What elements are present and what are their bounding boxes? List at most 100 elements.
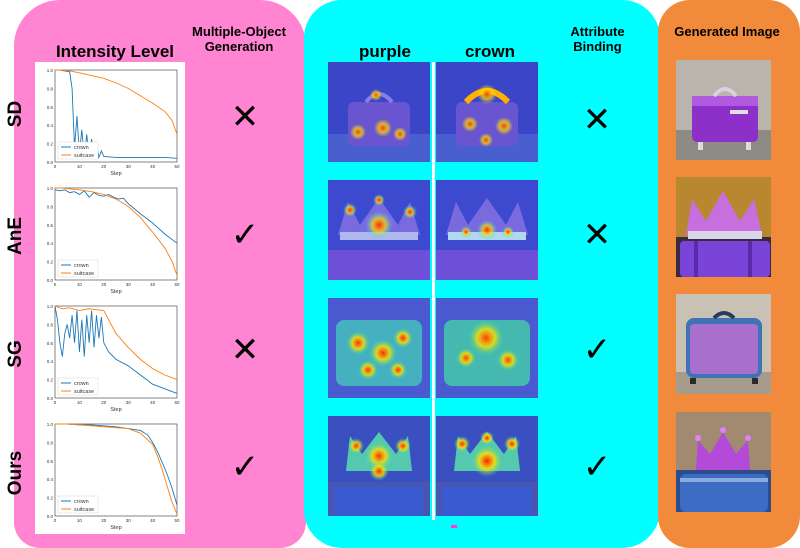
header-multiple-object-generation: Multiple-Object Generation [192,24,286,54]
intensity-plot-sg: 0.0 0.2 0.4 0.6 0.8 1.0 0 10 20 30 40 50 Step crown su… [35,298,185,416]
x-tick-label: 40 [150,400,156,405]
x-tick-label: 0 [54,400,57,405]
x-tick-label: 0 [54,282,57,287]
y-tick-label: 0.8 [47,440,54,445]
x-tick-label: 0 [54,164,57,169]
plot-frame [54,305,178,399]
x-tick-label: 40 [150,164,156,169]
row-label-sg: SG [5,340,26,368]
attention-map-crown-ours [436,416,538,516]
y-tick-label: 0.2 [47,496,54,501]
x-tick-label: 0 [54,518,57,523]
multi-object-mark-ours: ✓ [230,448,260,486]
y-tick-label: 0.6 [47,459,54,464]
series-line-suitcase [55,423,178,515]
series-line-crown [54,189,178,244]
generated-image-ane [676,177,771,277]
y-tick-label: 0.2 [47,260,54,265]
header-intensity-level: Intensity Level [55,42,175,61]
y-tick-label: 0.4 [47,123,54,128]
y-tick-label: 0.0 [47,514,54,519]
legend-label-suitcase: suitcase [74,153,94,159]
x-tick-label: 20 [101,164,107,169]
x-tick-label: 10 [77,518,83,523]
x-tick-label: 50 [174,164,180,169]
legend-label-crown: crown [74,145,89,151]
x-tick-label: 30 [126,400,132,405]
y-tick-label: 0.8 [47,86,54,91]
generated-image-sg [676,294,771,394]
legend: crown suitcase [57,377,99,396]
x-tick-label: 10 [77,400,83,405]
x-axis-label: Step [110,525,121,531]
attention-map-purple-ours [328,416,430,516]
x-tick-label: 20 [101,518,107,523]
header-attribute-binding: Attribute Binding [570,24,625,54]
y-tick-label: 0.4 [47,241,54,246]
legend-label-suitcase: suitcase [74,271,94,277]
x-tick-label: 30 [126,164,132,169]
y-tick-label: 0.2 [47,378,54,383]
legend-label-suitcase: suitcase [74,507,94,513]
legend-label-crown: crown [74,499,89,505]
legend-label-crown: crown [74,263,89,269]
x-tick-label: 30 [126,282,132,287]
legend: crown suitcase [57,141,99,160]
row-label-sd: SD [5,100,26,128]
intensity-plot-ours: 0.0 0.2 0.4 0.6 0.8 1.0 0 10 20 30 40 50 Step crown su… [35,416,185,534]
x-tick-label: 20 [101,400,107,405]
attention-map-crown-sd [436,62,538,162]
multi-object-mark-ane: ✓ [230,216,260,254]
intensity-plot-ane: 0.0 0.2 0.4 0.6 0.8 1.0 0 10 20 30 40 50 Step crown su… [35,180,185,298]
multi-object-mark-sg: ✕ [230,331,260,369]
y-tick-label: 0.6 [47,341,54,346]
attribute-binding-mark-sd: ✕ [582,101,612,139]
y-tick-label: 0.6 [47,223,54,228]
x-tick-label: 20 [101,282,107,287]
y-tick-label: 1.0 [47,186,54,191]
legend-label-crown: crown [74,381,89,387]
y-tick-label: 0.4 [47,359,54,364]
attention-map-purple-ane [328,180,430,280]
plot-frame [54,423,178,517]
y-tick-label: 0.0 [47,278,54,283]
x-tick-label: 40 [150,282,156,287]
series-line-crown [55,423,178,506]
y-tick-label: 1.0 [47,68,54,73]
row-label-ours: Ours [5,450,26,496]
y-tick-label: 0.4 [47,477,54,482]
attention-map-purple-sd [328,62,430,162]
attention-map-crown-ane [436,180,538,280]
y-tick-label: 1.0 [47,422,54,427]
generated-image-sd [676,60,771,160]
y-tick-label: 0.6 [47,105,54,110]
x-axis-label: Step [110,407,121,413]
x-axis-label: Step [110,289,121,295]
x-tick-label: 10 [77,282,83,287]
x-tick-label: 10 [77,164,83,169]
plot-frame [54,187,178,281]
legend-label-suitcase: suitcase [74,389,94,395]
attention-map-purple-sg [328,298,430,398]
y-tick-label: 0.8 [47,204,54,209]
y-tick-label: 1.0 [47,304,54,309]
attention-map-crown-sg [436,298,538,398]
y-tick-label: 0.0 [47,396,54,401]
x-tick-label: 30 [126,518,132,523]
x-tick-label: 50 [174,400,180,405]
attribute-binding-mark-ane: ✕ [582,216,612,254]
y-tick-label: 0.0 [47,160,54,165]
x-tick-label: 40 [150,518,156,523]
series-line-suitcase [54,305,178,381]
generated-image-ours [676,412,771,512]
series-line-crown [54,305,178,394]
attribute-binding-mark-ours: ✓ [582,448,612,486]
row-label-ane: AnE [5,217,26,255]
x-tick-label: 50 [174,518,180,523]
series-line-suitcase [55,187,178,276]
x-axis-label: Step [110,171,121,177]
plot-frame [54,69,178,163]
x-tick-label: 50 [174,282,180,287]
column-separator [432,62,435,520]
multi-object-mark-sd: ✕ [230,98,260,136]
